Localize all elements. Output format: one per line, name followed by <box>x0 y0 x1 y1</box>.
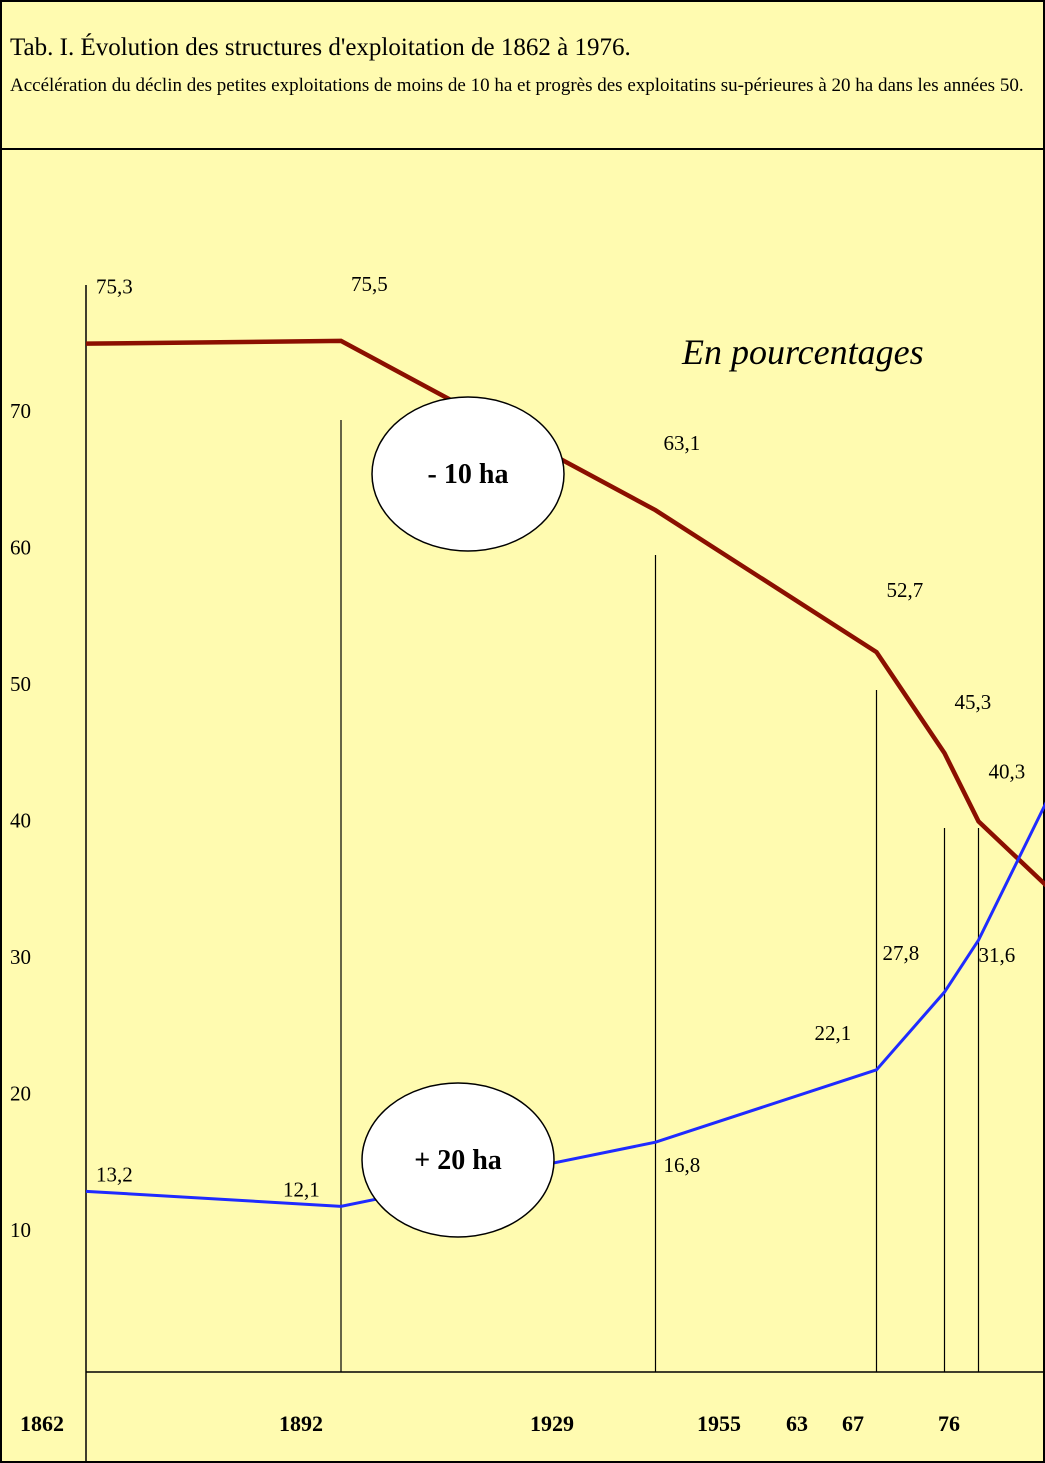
legend-label: - 10 ha <box>428 459 509 490</box>
data-label: 12,1 <box>283 1177 320 1201</box>
chart-title: Tab. I. Évolution des structures d'explo… <box>10 34 631 61</box>
y-tick-label: 70 <box>10 399 31 423</box>
x-tick-label: 1862 <box>20 1411 64 1436</box>
series-line-plus-20ha <box>85 801 1045 1208</box>
y-tick-label: 50 <box>10 672 31 696</box>
y-tick-label: 40 <box>10 809 31 833</box>
header: Tab. I. Évolution des structures d'explo… <box>2 2 1043 150</box>
data-label: 22,1 <box>815 1021 852 1045</box>
data-label: 45,3 <box>955 690 992 714</box>
legend-label: + 20 ha <box>414 1145 502 1176</box>
data-label: 52,7 <box>887 578 924 602</box>
data-label: 75,5 <box>351 272 388 296</box>
series-line-moins-10ha <box>85 338 1045 888</box>
data-label: 40,3 <box>989 759 1026 783</box>
data-label: 27,8 <box>883 941 920 965</box>
data-label: 75,3 <box>96 275 133 299</box>
data-label: 13,2 <box>96 1162 133 1186</box>
y-tick-label: 30 <box>10 945 31 969</box>
x-tick-label: 1892 <box>279 1411 323 1436</box>
x-tick-label: 1955 <box>697 1411 741 1436</box>
y-tick-label: 10 <box>10 1218 31 1242</box>
x-tick-label: 76 <box>938 1411 960 1436</box>
data-label: 16,8 <box>664 1153 701 1177</box>
chart-subtitle: Accélération du déclin des petites explo… <box>10 75 1024 96</box>
x-tick-label: 1929 <box>530 1411 574 1436</box>
y-tick-label: 60 <box>10 536 31 560</box>
x-tick-label: 67 <box>842 1411 864 1436</box>
data-label: 31,6 <box>979 943 1016 967</box>
y-tick-label: 20 <box>10 1082 31 1106</box>
x-tick-label: 63 <box>786 1411 808 1436</box>
legend-ellipse-moins-10ha <box>371 396 565 552</box>
legend-ellipse-plus-20ha <box>361 1082 555 1238</box>
data-label: 63,1 <box>664 431 701 455</box>
annotation-text: En pourcentages <box>681 332 924 372</box>
